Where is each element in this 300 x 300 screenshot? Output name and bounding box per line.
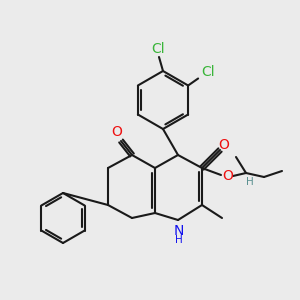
Text: H: H (246, 177, 254, 187)
Text: H: H (175, 235, 183, 245)
Text: N: N (174, 224, 184, 238)
Text: Cl: Cl (151, 42, 165, 56)
Text: O: O (219, 138, 230, 152)
Text: O: O (112, 125, 122, 139)
Text: Cl: Cl (201, 65, 215, 80)
Text: O: O (223, 169, 233, 183)
